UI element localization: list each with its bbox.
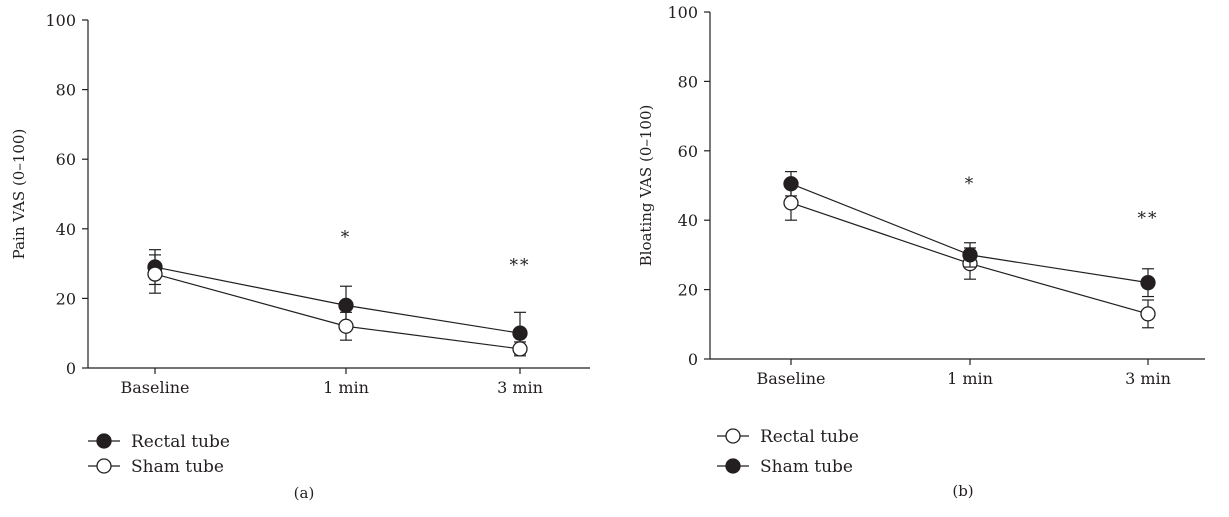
y-axis-label: Pain VAS (0–100) xyxy=(10,129,28,260)
panel-label: (a) xyxy=(294,484,315,502)
y-axis-label: Bloating VAS (0–100) xyxy=(637,105,655,267)
legend-label: Sham tube xyxy=(760,457,853,477)
legend-marker-filled xyxy=(725,458,741,474)
y-tick-label: 100 xyxy=(667,3,698,22)
data-point-open xyxy=(147,266,163,282)
x-tick-label: 1 min xyxy=(323,378,369,397)
data-point-open xyxy=(783,195,799,211)
y-tick-label: 40 xyxy=(678,211,698,230)
panel-label: (b) xyxy=(952,482,973,500)
y-tick-label: 0 xyxy=(66,359,76,378)
legend-label: Rectal tube xyxy=(760,427,859,447)
y-tick-label: 20 xyxy=(56,289,76,308)
y-tick-label: 20 xyxy=(678,281,698,300)
y-tick-label: 60 xyxy=(56,150,76,169)
data-point-filled xyxy=(1140,275,1156,291)
significance-marker: * xyxy=(341,228,352,248)
data-point-open xyxy=(338,318,354,334)
chart-panel-b: 0 20 40 60 80 100 Baseline 1 min 3 min Bloating V… xyxy=(637,3,1205,500)
y-tick-label: 40 xyxy=(56,220,76,239)
x-tick-label: Baseline xyxy=(121,378,190,397)
y-tick-label: 80 xyxy=(56,81,76,100)
data-point-filled xyxy=(962,247,978,263)
legend-label: Rectal tube xyxy=(131,432,230,452)
data-point-open xyxy=(512,341,528,357)
x-tick-label: 3 min xyxy=(497,378,543,397)
data-point-open xyxy=(1140,306,1156,322)
legend-marker-open xyxy=(725,428,741,444)
data-point-filled xyxy=(783,176,799,192)
series-line xyxy=(154,273,521,350)
significance-marker: * xyxy=(965,174,976,194)
series-line xyxy=(154,266,521,334)
y-tick-label: 80 xyxy=(678,72,698,91)
x-tick-label: Baseline xyxy=(757,369,826,388)
legend-marker-open xyxy=(96,458,112,474)
significance-marker: ** xyxy=(1138,209,1159,229)
y-tick-label: 0 xyxy=(688,350,698,369)
y-tick-label: 60 xyxy=(678,142,698,161)
y-tick-label: 100 xyxy=(45,11,76,30)
significance-marker: ** xyxy=(510,256,531,276)
legend-label: Sham tube xyxy=(131,457,224,477)
chart-panel-a: 0 20 40 60 80 100 Baseline 1 min 3 min Pain VAS (… xyxy=(10,11,590,502)
data-point-filled xyxy=(338,297,354,314)
legend-marker-filled xyxy=(96,433,112,449)
data-point-filled xyxy=(512,325,528,341)
x-tick-label: 3 min xyxy=(1125,369,1171,388)
x-tick-label: 1 min xyxy=(947,369,993,388)
